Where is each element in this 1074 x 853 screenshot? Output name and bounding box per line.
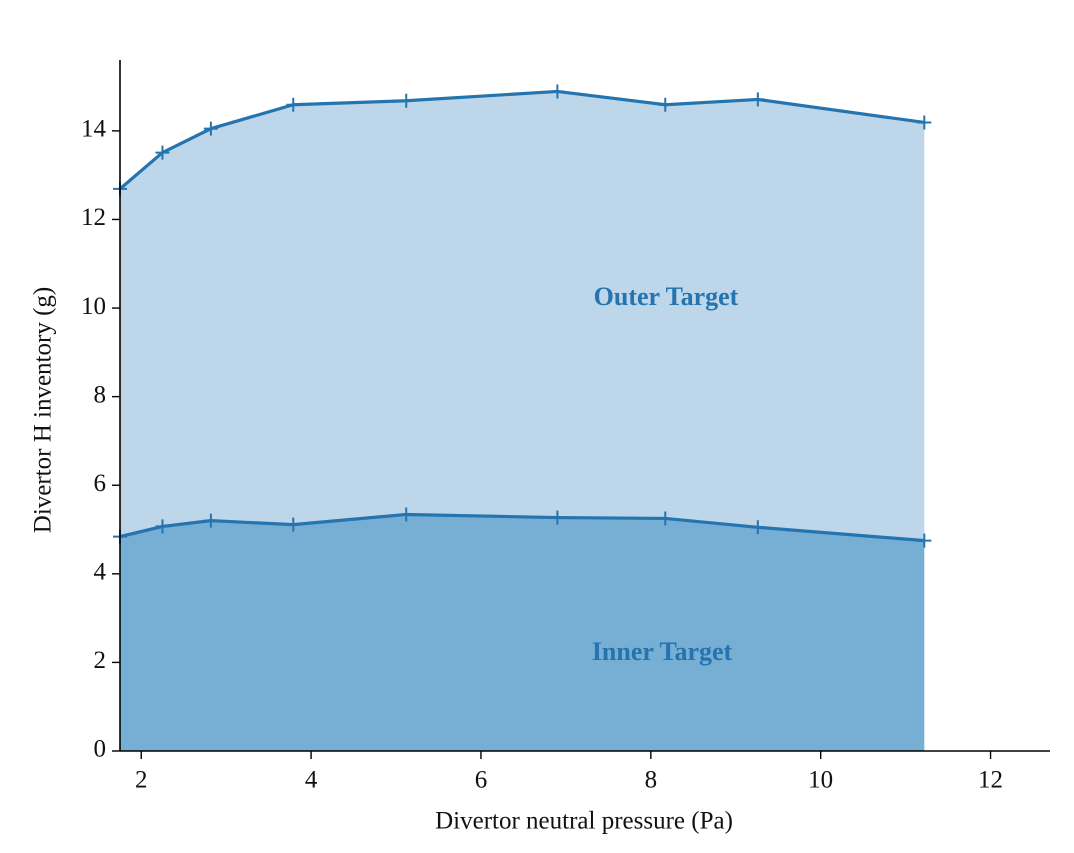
marker xyxy=(399,93,414,108)
x-axis-label: Divertor neutral pressure (Pa) xyxy=(435,808,733,835)
x-tick-label: 4 xyxy=(305,767,318,794)
marker xyxy=(203,121,218,136)
marker xyxy=(203,513,218,528)
area xyxy=(120,514,925,751)
x-tick-label: 8 xyxy=(645,767,658,794)
marker xyxy=(550,84,565,99)
area xyxy=(120,91,925,541)
marker xyxy=(286,97,301,112)
marker xyxy=(155,145,170,160)
y-tick-label: 4 xyxy=(94,559,107,586)
x-tick-label: 6 xyxy=(475,767,488,794)
y-axis-label: Divertor H inventory (g) xyxy=(30,287,57,533)
marker xyxy=(750,92,765,107)
y-tick-label: 2 xyxy=(94,647,107,674)
marker xyxy=(155,519,170,534)
y-tick-label: 0 xyxy=(94,736,107,763)
y-tick-label: 12 xyxy=(81,204,106,231)
x-tick-label: 12 xyxy=(978,767,1003,794)
y-tick-label: 8 xyxy=(94,381,107,408)
y-tick-label: 6 xyxy=(94,470,107,497)
areas xyxy=(120,91,925,751)
y-tick-label: 14 xyxy=(81,116,107,143)
x-tick-label: 2 xyxy=(135,767,148,794)
x-tick-label: 10 xyxy=(808,767,833,794)
marker xyxy=(550,510,565,525)
y-tick-label: 10 xyxy=(81,293,106,320)
marker xyxy=(286,517,301,532)
marker xyxy=(917,115,932,130)
marker xyxy=(658,511,673,526)
marker xyxy=(399,507,414,522)
marker xyxy=(917,533,932,548)
area-label: Inner Target xyxy=(592,637,733,666)
area-label: Outer Target xyxy=(594,282,739,311)
marker xyxy=(658,97,673,112)
marker xyxy=(750,520,765,535)
